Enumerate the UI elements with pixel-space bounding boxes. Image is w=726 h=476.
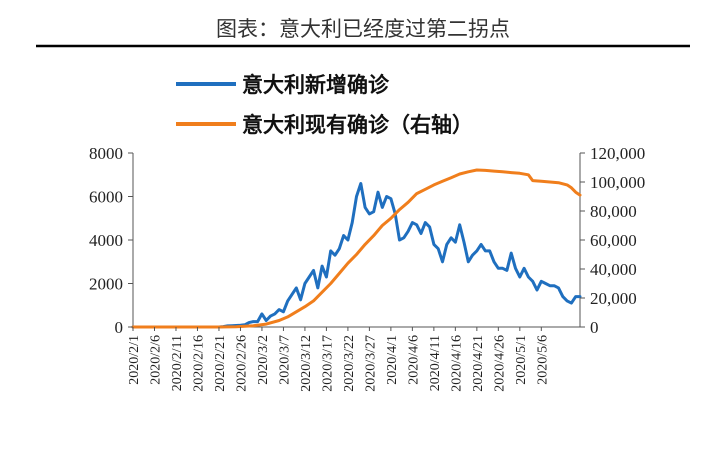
x-tick-label: 2020/2/11 [170,335,185,391]
x-tick-label: 2020/4/1 [385,335,400,385]
chart-title: 图表：意大利已经度过第二拐点 [216,17,510,41]
y-left-tick-label: 8000 [89,144,123,163]
x-axis-ticks: 2020/2/1 2020/2/6 2020/2/11 2020/2/16 2020/2… [127,327,550,392]
y-right-tick-label: 0 [590,318,599,337]
legend-label-active-cases: 意大利现有确诊（右轴） [242,113,473,137]
x-tick-label: 2020/4/26 [492,335,507,392]
y-right-tick-label: 20,000 [590,289,637,308]
y-right-tick-label: 100,000 [590,173,645,192]
x-tick-label: 2020/4/6 [406,335,421,385]
x-tick-label: 2020/2/16 [191,335,206,392]
legend: 意大利新增确诊 意大利现有确诊（右轴） [176,73,473,137]
x-tick-label: 2020/4/16 [449,335,464,392]
y-axis-right-ticks: 0 20,000 40,000 60,000 80,000 100,000 120,000 [580,144,645,337]
y-left-tick-label: 6000 [89,188,123,207]
x-tick-label: 2020/4/21 [471,335,486,392]
x-tick-label: 2020/2/26 [234,335,249,392]
legend-label-new-cases: 意大利新增确诊 [242,73,390,97]
x-tick-label: 2020/3/27 [363,335,378,392]
y-right-tick-label: 80,000 [590,202,637,221]
x-tick-label: 2020/5/6 [535,335,550,385]
y-right-tick-label: 40,000 [590,260,637,279]
x-tick-label: 2020/3/17 [320,335,335,392]
x-tick-label: 2020/5/1 [514,335,529,385]
axes [132,153,581,328]
y-left-tick-label: 0 [115,318,124,337]
y-left-tick-label: 2000 [89,275,123,294]
x-tick-label: 2020/2/1 [127,335,142,385]
x-tick-label: 2020/4/11 [428,335,443,391]
series-line-active-cases [131,168,582,329]
x-tick-label: 2020/3/12 [299,335,314,392]
x-tick-label: 2020/3/22 [342,335,357,392]
x-tick-label: 2020/3/7 [277,335,292,385]
y-right-tick-label: 60,000 [590,231,637,250]
series-line-new-cases [131,182,582,329]
y-axis-left-ticks: 0 2000 4000 6000 8000 [89,144,133,337]
x-tick-label: 2020/2/6 [148,335,163,385]
x-tick-label: 2020/2/21 [213,335,228,392]
y-left-tick-label: 4000 [89,231,123,250]
plot-lines [131,168,582,329]
y-right-tick-label: 120,000 [590,144,645,163]
x-tick-label: 2020/3/2 [256,335,271,385]
